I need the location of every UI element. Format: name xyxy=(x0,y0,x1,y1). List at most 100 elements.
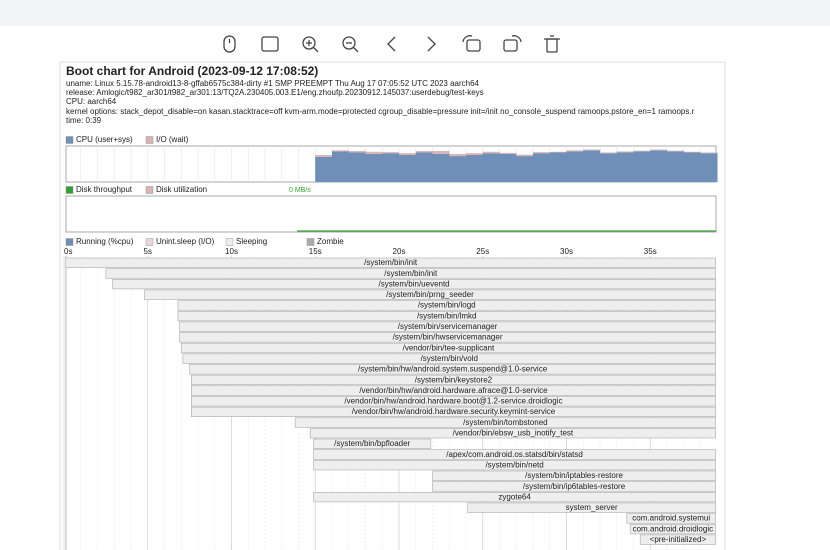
delete-button[interactable] xyxy=(544,35,560,53)
cpu-bar xyxy=(382,152,400,154)
process-name: /system/bin/ueventd xyxy=(378,279,449,288)
time-tick-label: 35s xyxy=(644,247,657,256)
cpu-bar xyxy=(583,149,601,151)
legend-swatch xyxy=(145,136,154,144)
process-name: /system/bin/prng_seeder xyxy=(386,290,474,299)
process-name: <pre-initialized> xyxy=(650,535,707,544)
process-bar xyxy=(112,278,716,290)
cpu-bar xyxy=(432,153,450,182)
process-bar xyxy=(180,342,716,354)
top-bar xyxy=(0,0,830,26)
cpu-bar xyxy=(516,156,534,182)
cpu-bar xyxy=(466,153,484,155)
cpu-bar xyxy=(482,153,500,182)
process-bar xyxy=(313,438,432,449)
next-button[interactable] xyxy=(427,36,436,52)
process-bar xyxy=(629,523,716,535)
legend-swatch xyxy=(65,186,74,194)
cpu-bar xyxy=(499,152,517,154)
cpu-bar xyxy=(449,156,467,182)
cpu-bar xyxy=(650,149,668,151)
cpu-bar xyxy=(667,150,685,152)
process-name: /system/bin/hw/android.system.suspend@1.… xyxy=(358,365,548,374)
process-name: com.android.droidlogic xyxy=(633,524,714,533)
cpu: CPU: aarch64 xyxy=(66,97,117,106)
zoom-out-button[interactable] xyxy=(342,36,359,53)
time: time: 0:39 xyxy=(66,116,102,125)
time-tick-label: 5s xyxy=(144,247,152,256)
process-name: /system/bin/netd xyxy=(485,460,543,469)
legend-swatch xyxy=(225,238,234,246)
process-name: /system/bin/keystore2 xyxy=(415,375,493,384)
cpu-bar xyxy=(683,151,701,153)
legend-swatch xyxy=(145,186,154,194)
cpu-bar xyxy=(616,152,634,182)
cpu-bar xyxy=(700,153,718,182)
cpu-bar xyxy=(348,151,366,153)
process-name: /vendor/bin/hw/android.hardware.afrace@1… xyxy=(359,386,548,395)
cpu-bar xyxy=(667,151,685,182)
cpu-bar xyxy=(315,156,333,182)
time-tick-label: 20s xyxy=(393,247,406,256)
fit-button[interactable] xyxy=(261,36,279,52)
mouse-button[interactable] xyxy=(223,35,236,53)
process-bar xyxy=(432,470,716,481)
cpu-bar xyxy=(399,153,417,155)
process-bar xyxy=(191,396,716,407)
cpu-bar xyxy=(533,153,551,182)
process-name: zygote64 xyxy=(498,492,531,501)
cpu-bar xyxy=(533,152,551,154)
legend-label: Disk throughput xyxy=(76,185,133,194)
process-name: /system/bin/init xyxy=(384,269,438,278)
process-bar xyxy=(432,481,716,492)
process-bar xyxy=(177,310,716,322)
legend-swatch xyxy=(145,238,154,246)
process-bar xyxy=(467,502,716,513)
cpu-bar xyxy=(415,152,433,182)
cpu-bar xyxy=(616,151,634,153)
cpu-bar xyxy=(466,155,484,182)
legend-label: Zombie xyxy=(317,237,344,246)
cpu-bar xyxy=(499,153,517,182)
process-bar xyxy=(294,417,716,428)
legend-label: Running (%cpu) xyxy=(76,237,134,246)
process-name: /system/bin/servicemanager xyxy=(398,322,498,331)
legend-swatch xyxy=(306,238,315,246)
rotate-left-button[interactable] xyxy=(462,35,481,52)
process-name: /system/bin/bpfloader xyxy=(334,439,410,448)
legend-swatch xyxy=(65,136,74,144)
kernel-options: kernel options: stack_depot_disable=on k… xyxy=(66,107,695,116)
release: release: Amlogic/t982_ar301/t982_ar301:1… xyxy=(66,88,484,97)
time-tick-label: 25s xyxy=(476,247,489,256)
zoom-in-button[interactable] xyxy=(302,36,319,53)
cpu-bar xyxy=(566,150,584,152)
legend-label: Sleeping xyxy=(236,237,267,246)
process-name: /system/bin/iptables-restore xyxy=(525,471,623,480)
cpu-bar xyxy=(633,151,651,182)
process-name: /system/bin/tombstoned xyxy=(463,418,547,427)
previous-button[interactable] xyxy=(387,36,396,52)
disk-box xyxy=(65,195,717,233)
cpu-bar xyxy=(482,151,500,154)
uname: uname: Linux 5.15.78-android13-8-gffab65… xyxy=(66,79,480,88)
process-bar xyxy=(191,385,716,396)
process-name: /system/bin/hwservicemanager xyxy=(393,333,503,342)
process-bar xyxy=(313,449,716,460)
process-bar xyxy=(313,491,716,503)
process-bar xyxy=(65,257,716,268)
time-tick-label: 0s xyxy=(64,247,72,256)
process-name: com.android.systemui xyxy=(632,514,710,523)
cpu-bar xyxy=(332,150,350,152)
toolbar xyxy=(223,35,560,53)
cpu-bar xyxy=(549,151,567,153)
rotate-right-button[interactable] xyxy=(503,35,522,52)
process-name: /vendor/bin/tee-supplicant xyxy=(403,343,495,352)
legend-swatch xyxy=(65,238,74,246)
process-bar xyxy=(626,513,716,524)
process-bar xyxy=(177,300,716,311)
time-tick-label: 10s xyxy=(225,247,238,256)
process-name: /vendor/bin/hw/android.hardware.security… xyxy=(352,407,556,416)
process-name: /system/bin/vold xyxy=(421,354,478,363)
process-bar xyxy=(105,268,716,279)
process-name: /system/bin/logd xyxy=(418,301,476,310)
